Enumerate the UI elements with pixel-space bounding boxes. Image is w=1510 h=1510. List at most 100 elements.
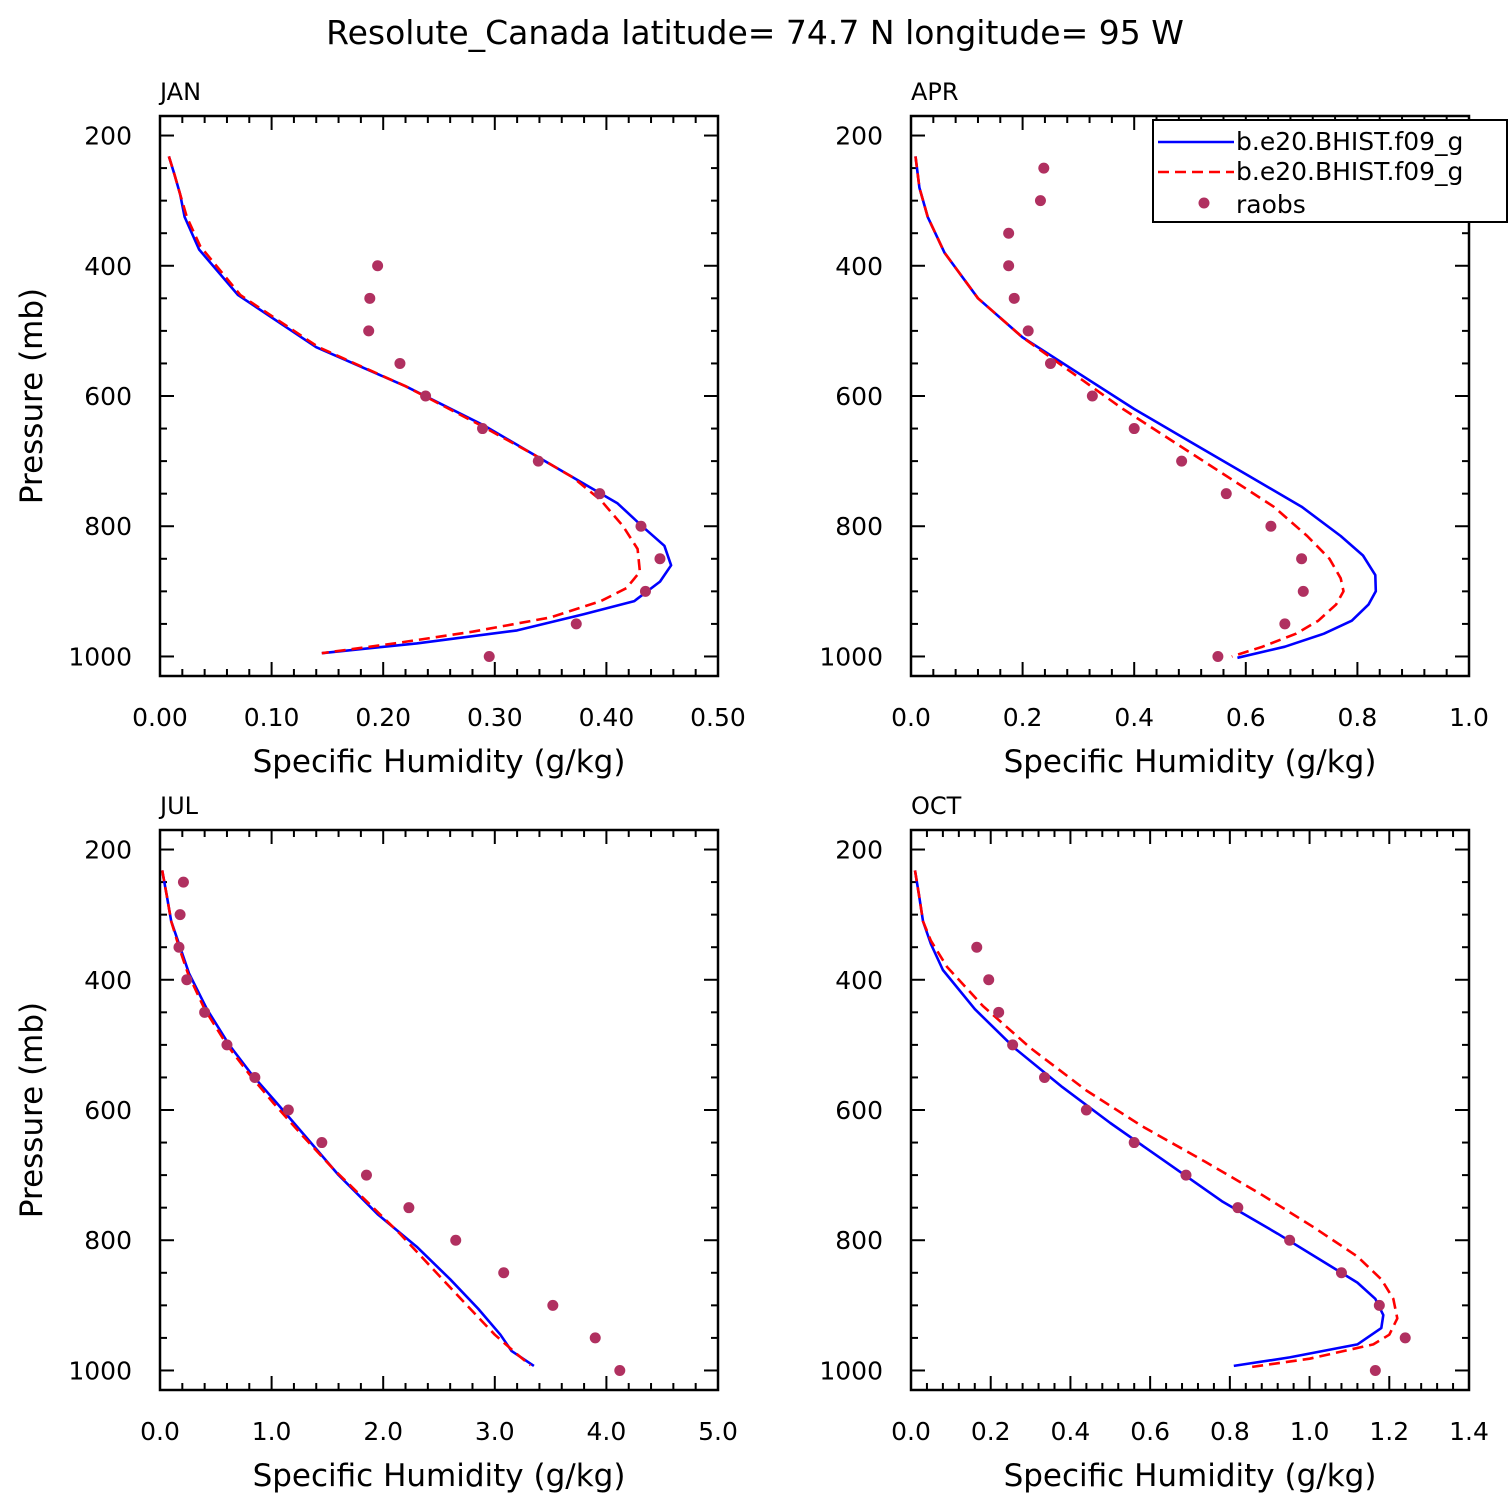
plot-frame	[158, 828, 720, 1392]
x-tick-label: 1.0	[1290, 1417, 1330, 1446]
series-line-dashed	[167, 156, 642, 655]
x-tick-label: 0.30	[467, 703, 523, 732]
figure-title: Resolute_Canada latitude= 74.7 N longitu…	[326, 13, 1184, 52]
x-tick-label: 0.6	[1226, 703, 1266, 732]
raobs-point	[1080, 1104, 1092, 1116]
raobs-point	[1045, 357, 1056, 369]
x-tick-label: 0.10	[244, 703, 300, 732]
y-tick-label: 800	[84, 512, 132, 541]
raobs-point	[372, 260, 384, 272]
raobs-point	[1265, 520, 1277, 532]
y-tick-label: 800	[84, 1226, 132, 1255]
panel-oct: OCT 200 400 600 800 1000 0.0 0.2 0.4 0.6 0.8 1.0 1.2…	[819, 792, 1489, 1494]
raobs-point	[477, 423, 489, 435]
raobs-point	[1039, 1071, 1051, 1083]
raobs-point	[1297, 585, 1309, 597]
raobs-point	[1279, 618, 1291, 630]
raobs-point	[570, 618, 582, 630]
raobs-point	[181, 974, 193, 986]
raobs-point	[450, 1234, 462, 1246]
series-line-dashed	[914, 156, 1345, 658]
raobs-point	[360, 1169, 372, 1181]
x-tick-label: 1.0	[252, 1417, 292, 1446]
panel-label: OCT	[911, 792, 962, 820]
raobs-point	[199, 1006, 211, 1018]
raobs-point	[614, 1364, 626, 1376]
raobs-point	[363, 325, 375, 337]
y-tick-label: 1000	[819, 642, 883, 671]
raobs-point	[174, 909, 186, 921]
raobs-point	[547, 1299, 559, 1311]
series-line-solid	[167, 156, 673, 655]
y-tick-label: 200	[835, 836, 883, 865]
x-tick-label: 0.20	[355, 703, 411, 732]
x-axis-label: Specific Humidity (g/kg)	[253, 1458, 626, 1494]
panel-label: JAN	[158, 78, 201, 106]
raobs-point	[532, 455, 544, 467]
x-tick-label: 0.50	[690, 703, 746, 732]
x-tick-label: 0.40	[579, 703, 635, 732]
raobs-point	[282, 1104, 294, 1116]
x-tick-label: 0.2	[971, 1417, 1011, 1446]
y-tick-label: 600	[84, 382, 132, 411]
raobs-point	[394, 357, 406, 369]
y-tick-label: 1000	[68, 642, 132, 671]
raobs-point	[483, 650, 495, 662]
x-tick-label: 1.2	[1369, 1417, 1409, 1446]
raobs-point	[1034, 195, 1046, 207]
raobs-point	[249, 1071, 261, 1083]
y-axis-label: Pressure (mb)	[14, 288, 50, 504]
raobs-point	[177, 876, 189, 888]
raobs-point	[1369, 1364, 1381, 1376]
plot-frame	[909, 828, 1471, 1392]
raobs-point	[1022, 325, 1034, 337]
y-tick-label: 400	[84, 252, 132, 281]
y-tick-label: 600	[835, 1096, 883, 1125]
raobs-point	[420, 390, 432, 402]
legend-label: raobs	[1236, 190, 1306, 219]
raobs-point	[1128, 423, 1140, 435]
plot-frame	[158, 114, 720, 678]
raobs-point	[173, 941, 185, 953]
raobs-point	[1176, 455, 1188, 467]
raobs-point	[1335, 1267, 1347, 1279]
raobs-point	[594, 488, 606, 500]
raobs-point	[1284, 1234, 1296, 1246]
panel-jan: JAN 200 400 600 800 1000 0.00 0.10 0.20 0.30 0.40 0…	[14, 78, 746, 780]
x-tick-label: 1.0	[1449, 703, 1489, 732]
y-tick-label: 400	[835, 966, 883, 995]
y-tick-label: 200	[84, 122, 132, 151]
raobs-point	[498, 1267, 510, 1279]
legend-label: b.e20.BHIST.f09_g	[1236, 157, 1463, 186]
series-line-solid	[913, 870, 1385, 1368]
raobs-point	[1399, 1332, 1411, 1344]
y-tick-label: 1000	[68, 1356, 132, 1385]
x-tick-label: 2.0	[363, 1417, 403, 1446]
raobs-point	[1212, 650, 1224, 662]
raobs-point	[589, 1332, 601, 1344]
y-tick-label: 600	[835, 382, 883, 411]
panel-jul: JUL 200 400 600 800 1000 0.0 1.0 2.0 3.0 4.0 5.0 Spe…	[14, 792, 738, 1494]
raobs-point	[639, 585, 651, 597]
raobs-point	[1003, 260, 1015, 272]
raobs-point	[403, 1202, 415, 1214]
panel-label: JUL	[158, 792, 199, 820]
y-tick-label: 1000	[819, 1356, 883, 1385]
y-tick-label: 800	[835, 512, 883, 541]
raobs-point	[1373, 1299, 1385, 1311]
raobs-point	[1003, 227, 1015, 239]
x-tick-label: 0.8	[1210, 1417, 1250, 1446]
raobs-point	[1180, 1169, 1192, 1181]
plot-frame	[909, 114, 1471, 678]
y-tick-label: 400	[835, 252, 883, 281]
x-tick-label: 0.6	[1130, 1417, 1170, 1446]
raobs-point	[1038, 162, 1050, 174]
raobs-point	[1232, 1202, 1244, 1214]
x-tick-label: 4.0	[587, 1417, 627, 1446]
raobs-point	[221, 1039, 233, 1051]
raobs-point	[654, 553, 666, 565]
raobs-point	[1220, 488, 1232, 500]
x-axis-label: Specific Humidity (g/kg)	[1004, 1458, 1377, 1494]
